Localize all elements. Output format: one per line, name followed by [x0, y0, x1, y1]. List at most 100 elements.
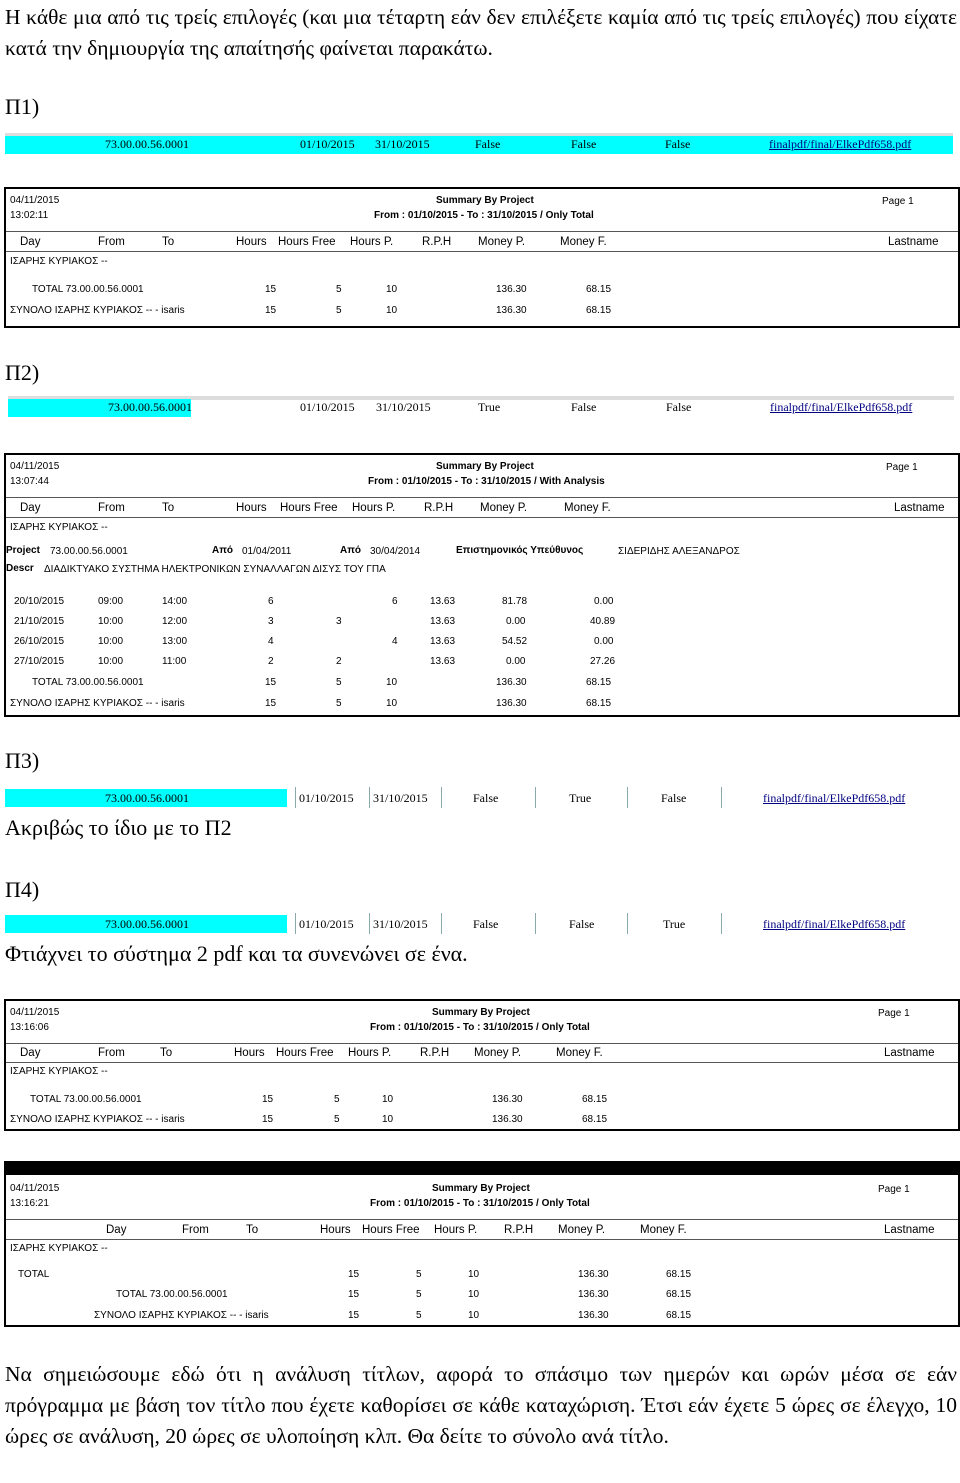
col-hours-free: Hours Free [278, 236, 336, 248]
sum-hours-free: 5 [336, 305, 342, 316]
row-hours: 6 [268, 596, 274, 607]
col-from: From [98, 502, 125, 514]
record-row-p4[interactable]: 73.00.00.56.0001 01/10/2015 31/10/2015 F… [5, 913, 947, 934]
row-money-f: 0.00 [594, 596, 614, 607]
row-hours: 3 [268, 616, 274, 627]
row-to: 14:00 [162, 596, 188, 607]
row-to: 11:00 [162, 656, 187, 667]
total-money-f: 68.15 [666, 1289, 692, 1300]
report-title: Summary By Project [436, 461, 534, 472]
responsible-label: Επιστημονικός Υπεύθυνος [456, 545, 584, 556]
start-label: Από [212, 545, 233, 556]
sum-hours: 15 [265, 305, 277, 316]
sum-hours-p: 10 [386, 305, 398, 316]
report-time: 13:16:21 [10, 1198, 49, 1209]
row-code: 73.00.00.56.0001 [108, 400, 192, 414]
record-row-p2[interactable]: 73.00.00.56.0001 01/10/2015 31/10/2015 T… [8, 396, 954, 417]
p3-note: Ακριβώς το ίδιο με το Π2 [5, 815, 232, 840]
section-label-p1: Π1) [5, 94, 40, 119]
row-hours: 2 [268, 656, 274, 667]
grand-hours-free: 5 [416, 1269, 422, 1280]
sum-hours-free: 5 [336, 698, 342, 709]
pdf-link[interactable]: finalpdf/final/ElkePdf658.pdf [763, 791, 906, 805]
sum-hours: 15 [262, 1114, 274, 1125]
row-from: 01/10/2015 [299, 917, 354, 931]
pdf-link[interactable]: finalpdf/final/ElkePdf658.pdf [769, 137, 912, 151]
report-subtitle: From : 01/10/2015 - To : 31/10/2015 / On… [370, 1198, 590, 1209]
sum-hours-p: 10 [382, 1114, 394, 1125]
total-hours: 15 [265, 677, 277, 688]
col-from: From [182, 1224, 209, 1236]
sum-label: ΣΥΝΟΛΟ ΙΣΑΡΗΣ ΚΥΡΙΑΚΟΣ -- - isaris [10, 698, 185, 709]
row-day: 27/10/2015 [14, 656, 65, 667]
sum-money-p: 136.30 [578, 1310, 609, 1321]
col-rph: R.P.H [504, 1224, 534, 1236]
total-hours: 15 [348, 1289, 360, 1300]
sum-label: ΣΥΝΟΛΟ ΙΣΑΡΗΣ ΚΥΡΙΑΚΟΣ -- - isaris [10, 305, 185, 316]
row-hours-p: 4 [392, 636, 398, 647]
total-money-p: 136.30 [496, 284, 527, 295]
col-to: To [162, 502, 175, 514]
col-lastname: Lastname [894, 502, 945, 514]
col-lastname: Lastname [888, 236, 939, 248]
sum-hours-p: 10 [386, 698, 398, 709]
report-time: 13:07:44 [10, 476, 49, 487]
col-lastname: Lastname [884, 1224, 935, 1236]
row-option-2: True [569, 791, 592, 805]
col-to: To [246, 1224, 259, 1236]
report-date: 04/11/2015 [10, 195, 60, 206]
p4-note: Φτιάχνει το σύστημα 2 pdf και τα συνενών… [5, 941, 468, 966]
sum-money-f: 68.15 [586, 698, 612, 709]
total-label: TOTAL 73.00.00.56.0001 [32, 284, 144, 295]
report-p1: 04/11/2015 13:02:11 Summary By Project F… [4, 187, 960, 328]
col-lastname: Lastname [884, 1047, 935, 1059]
row-from: 10:00 [98, 656, 124, 667]
end-date: 30/04/2014 [370, 546, 421, 557]
col-hours-p: Hours P. [352, 502, 396, 514]
col-rph: R.P.H [424, 502, 454, 514]
grand-hours-p: 10 [468, 1269, 480, 1280]
sum-hours-p: 10 [468, 1310, 480, 1321]
descr-label: Descr [6, 563, 34, 574]
person-name: ΙΣΑΡΗΣ ΚΥΡΙΑΚΟΣ -- [10, 1066, 108, 1077]
pdf-link[interactable]: finalpdf/final/ElkePdf658.pdf [763, 917, 906, 931]
report-title: Summary By Project [436, 195, 534, 206]
total-money-p: 136.30 [578, 1289, 609, 1300]
total-money-f: 68.15 [586, 284, 612, 295]
total-hours: 15 [262, 1094, 274, 1105]
end-label: Από [340, 545, 361, 556]
total-hours-p: 10 [386, 677, 398, 688]
col-rph: R.P.H [420, 1047, 450, 1059]
total-hours-free: 5 [334, 1094, 340, 1105]
col-money-p: Money P. [558, 1224, 606, 1236]
report-p4-second: 04/11/2015 13:16:21 Summary By Project F… [4, 1161, 960, 1327]
total-hours-free: 5 [416, 1289, 422, 1300]
report-page: Page 1 [882, 196, 914, 207]
row-to: 12:00 [162, 616, 188, 627]
record-row-p3[interactable]: 73.00.00.56.0001 01/10/2015 31/10/2015 F… [5, 787, 947, 808]
report-page: Page 1 [886, 462, 918, 473]
pdf-link[interactable]: finalpdf/final/ElkePdf658.pdf [770, 400, 913, 414]
row-option-2: False [571, 137, 597, 151]
record-row-p1[interactable]: 73.00.00.56.0001 01/10/2015 31/10/2015 F… [5, 133, 953, 154]
col-hours: Hours [236, 502, 267, 514]
row-money-p: 0.00 [506, 656, 526, 667]
row-money-f: 0.00 [594, 636, 614, 647]
project-label: Project [6, 545, 40, 556]
col-money-p: Money P. [478, 236, 526, 248]
row-from: 01/10/2015 [299, 791, 354, 805]
grand-total-label: TOTAL [18, 1269, 50, 1280]
col-day: Day [20, 1047, 41, 1059]
total-hours-free: 5 [336, 677, 342, 688]
report-page: Page 1 [878, 1184, 910, 1195]
report-date: 04/11/2015 [10, 1007, 60, 1018]
row-rph: 13.63 [430, 616, 456, 627]
row-from: 09:00 [98, 596, 124, 607]
col-hours: Hours [320, 1224, 351, 1236]
person-name: ΙΣΑΡΗΣ ΚΥΡΙΑΚΟΣ -- [10, 1243, 108, 1254]
col-hours-p: Hours P. [348, 1047, 392, 1059]
row-hours: 4 [268, 636, 274, 647]
col-money-p: Money P. [480, 502, 528, 514]
report-subtitle: From : 01/10/2015 - To : 31/10/2015 / Wi… [368, 476, 605, 487]
row-hours-free: 2 [336, 656, 342, 667]
